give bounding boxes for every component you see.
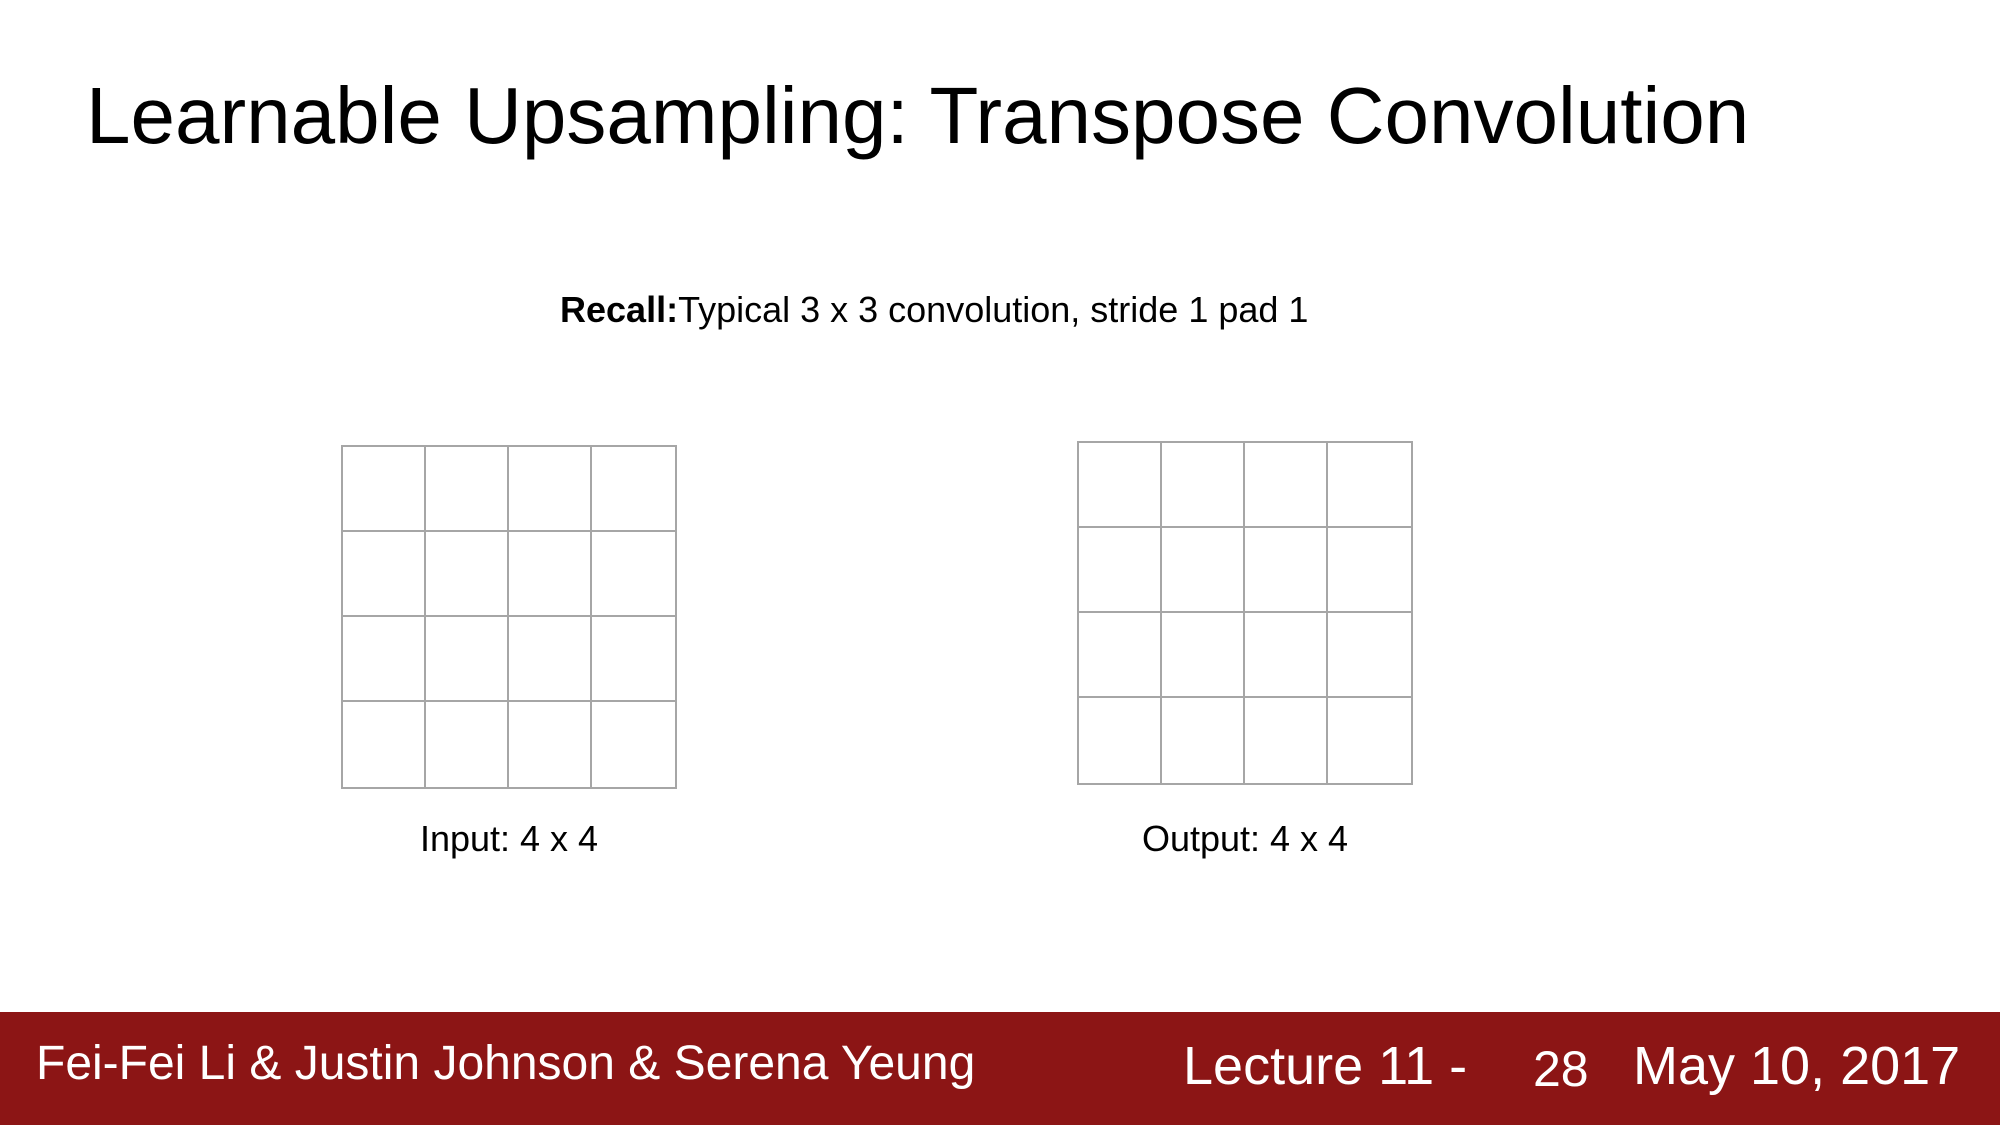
recall-label: Recall: [560,289,679,330]
grid-cell [509,617,592,702]
grid-cell [426,702,509,787]
grid-cell [343,532,426,617]
grid-cell [1162,528,1245,613]
grid-cell [1328,443,1411,528]
grid-cell [592,617,675,702]
grid-cell [509,532,592,617]
grid-cell [1162,613,1245,698]
output-grid [1077,441,1413,785]
footer-lecture: Lecture 11 - [1183,1036,1468,1096]
grid-cell [426,617,509,702]
grid-cell [1328,698,1411,783]
grid-cell [426,447,509,532]
grid-cell [1245,698,1328,783]
grid-cell [1245,613,1328,698]
footer-page-number: 28 [1533,1041,1589,1097]
grid-cell [1079,528,1162,613]
recall-description: Typical 3 x 3 convolution, stride 1 pad … [678,289,1309,330]
grid-cell [509,702,592,787]
grid-cell [1162,698,1245,783]
grid-cell [592,532,675,617]
grid-cell [426,532,509,617]
grid-cell [1079,613,1162,698]
grid-cell [1245,528,1328,613]
grid-cell [1328,613,1411,698]
grid-cell [343,617,426,702]
output-grid-label: Output: 4 x 4 [1141,818,1349,859]
footer-bar: Fei-Fei Li & Justin Johnson & Serena Yeu… [0,1012,2000,1125]
grid-cell [343,447,426,532]
grid-cell [343,702,426,787]
grid-cell [1328,528,1411,613]
grid-cell [592,702,675,787]
grid-cell [1079,698,1162,783]
footer-date: May 10, 2017 [1633,1036,1961,1096]
grid-cell [509,447,592,532]
grid-cell [1162,443,1245,528]
input-grid [341,445,677,789]
footer-authors: Fei-Fei Li & Justin Johnson & Serena Yeu… [36,1037,976,1090]
input-grid-label: Input: 4 x 4 [419,818,599,859]
slide-title: Learnable Upsampling: Transpose Convolut… [86,71,1750,160]
recall-text: Recall:Typical 3 x 3 convolution, stride… [560,288,1308,331]
grid-cell [1245,443,1328,528]
grid-cell [592,447,675,532]
grid-cell [1079,443,1162,528]
